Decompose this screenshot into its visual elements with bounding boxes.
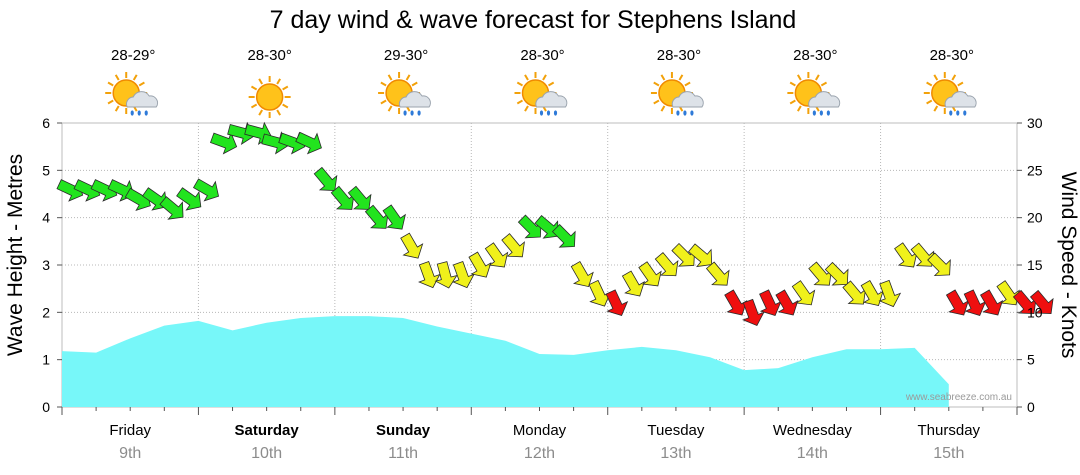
left-tick-label: 2 (42, 304, 50, 320)
wind-arrow (878, 279, 902, 308)
credit-text: www.seabreeze.com.au (905, 392, 1012, 403)
wind-arrow (209, 131, 238, 155)
day-date-label: 9th (119, 445, 141, 462)
day-name-label: Tuesday (647, 422, 704, 439)
wind-arrow (621, 270, 645, 297)
wind-arrow (742, 298, 765, 326)
day-date-label: 13th (660, 445, 691, 462)
wind-arrow (588, 279, 612, 307)
wind-arrow (1029, 289, 1054, 315)
partly-cloudy-rain-icon (923, 72, 977, 116)
left-tick-label: 3 (42, 257, 50, 273)
right-tick-label: 5 (1027, 352, 1035, 368)
left-tick-label: 5 (42, 162, 50, 178)
wind-arrow (842, 280, 866, 305)
day-date-label: 14th (797, 445, 828, 462)
wind-arrow (501, 233, 525, 258)
x-axis-days: Friday 9th Saturday 10th Sunday 11th Monday 12t… (61, 407, 1018, 462)
wind-arrow (570, 261, 594, 288)
wind-arrow (638, 261, 662, 287)
wind-arrow (434, 261, 458, 289)
wind-arrow (1012, 289, 1037, 315)
wind-arrow (688, 243, 713, 268)
wind-arrow (400, 232, 424, 259)
right-axis-ticks: 0 5 10 15 20 25 30 (1017, 115, 1043, 415)
wind-arrow (791, 280, 816, 306)
day-date-label: 15th (933, 445, 964, 462)
wind-arrow (927, 252, 951, 277)
wind-arrow (980, 289, 1004, 316)
right-tick-label: 30 (1027, 115, 1043, 131)
right-tick-label: 20 (1027, 210, 1043, 226)
wind-arrow (295, 131, 322, 155)
wave-height-area (62, 316, 949, 407)
weather-row: 28-29° 28-30° 29-30° 28-30° 28-30° 28-30° 28-3… (105, 47, 977, 118)
wind-arrow (605, 289, 629, 317)
wind-arrow (775, 289, 799, 316)
left-tick-label: 4 (42, 210, 50, 226)
partly-cloudy-rain-icon (787, 72, 841, 116)
right-tick-label: 15 (1027, 257, 1043, 273)
temperature-range: 28-30° (657, 47, 701, 64)
day-name-label: Monday (513, 422, 567, 439)
wind-arrow (654, 252, 679, 277)
left-tick-label: 6 (42, 115, 50, 131)
partly-cloudy-rain-icon (514, 72, 568, 116)
wind-arrow (313, 166, 338, 191)
wind-arrow (452, 260, 475, 289)
partly-cloudy-rain-icon (378, 72, 431, 116)
wind-arrow (945, 289, 970, 316)
wind-arrow (705, 261, 730, 286)
wind-arrow (159, 196, 184, 220)
day-name-label: Thursday (918, 422, 981, 439)
wind-arrow (724, 289, 748, 316)
partly-cloudy-rain-icon (650, 72, 704, 116)
temperature-range: 28-30° (793, 47, 837, 64)
wind-arrow (824, 261, 849, 286)
left-axis-ticks: 0 1 2 3 4 5 6 (42, 115, 62, 415)
wind-arrow (468, 251, 492, 278)
left-tick-label: 1 (42, 352, 50, 368)
wind-arrow (551, 224, 576, 248)
wind-arrows (56, 121, 1054, 326)
wind-arrow (347, 185, 372, 210)
day-date-label: 10th (251, 445, 282, 462)
sun-icon (248, 76, 291, 118)
day-date-label: 11th (388, 445, 418, 462)
day-name-label: Saturday (235, 422, 300, 439)
left-tick-label: 0 (42, 399, 50, 415)
temperature-range: 29-30° (384, 47, 428, 64)
left-axis-label: Wave Height - Metres (4, 154, 27, 356)
right-tick-label: 25 (1027, 162, 1043, 178)
partly-cloudy-rain-icon (105, 72, 159, 116)
temperature-range: 28-29° (111, 47, 155, 64)
day-name-label: Sunday (376, 422, 431, 439)
right-axis-label: Wind Speed - Knots (1057, 172, 1080, 359)
wind-arrow (808, 261, 832, 286)
day-date-label: 12th (524, 445, 555, 462)
wind-arrow (382, 204, 406, 230)
wind-arrow (176, 187, 202, 211)
day-name-label: Wednesday (773, 422, 852, 439)
wind-arrow (364, 204, 389, 229)
wind-arrow (484, 242, 509, 268)
temperature-range: 28-30° (247, 47, 291, 64)
wind-arrow (996, 280, 1020, 306)
wind-arrow (894, 242, 918, 268)
temperature-range: 28-30° (520, 47, 564, 64)
wind-arrow (534, 215, 559, 239)
wind-arrow (963, 289, 987, 317)
right-tick-label: 10 (1027, 304, 1043, 320)
wind-arrow (759, 289, 782, 317)
temperature-range: 28-30° (930, 47, 974, 64)
day-name-label: Friday (109, 422, 151, 439)
right-tick-label: 0 (1027, 399, 1035, 415)
chart-title: 7 day wind & wave forecast for Stephens … (270, 6, 797, 34)
wind-arrow (192, 178, 220, 202)
wind-arrow (330, 185, 355, 210)
wind-arrow (860, 279, 884, 306)
